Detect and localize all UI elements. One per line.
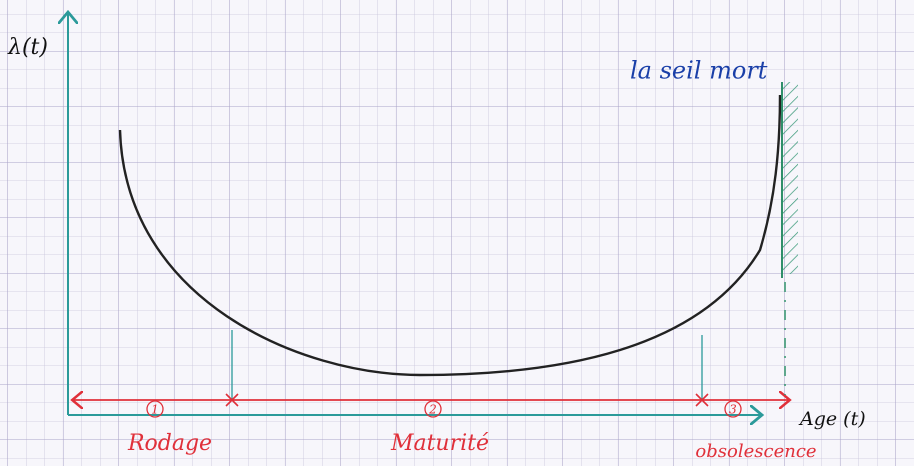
x-axis-label: Age (t) — [798, 408, 866, 430]
phase-label: Rodage — [127, 431, 212, 456]
phase-number: 3 — [729, 403, 737, 417]
annotation: la seil mort — [630, 57, 768, 85]
phase-label: Maturité — [390, 431, 489, 456]
phase-number: 1 — [151, 403, 159, 417]
phase-number: 2 — [428, 403, 437, 417]
diagram: λ(t) Age (t) la seil mort 1 2 3 Rodage M… — [0, 0, 914, 466]
y-axis-label: λ(t) — [7, 35, 48, 60]
phase-label: obsolescence — [695, 441, 816, 462]
grid-paper — [0, 0, 914, 466]
hatched-zone — [782, 82, 798, 274]
